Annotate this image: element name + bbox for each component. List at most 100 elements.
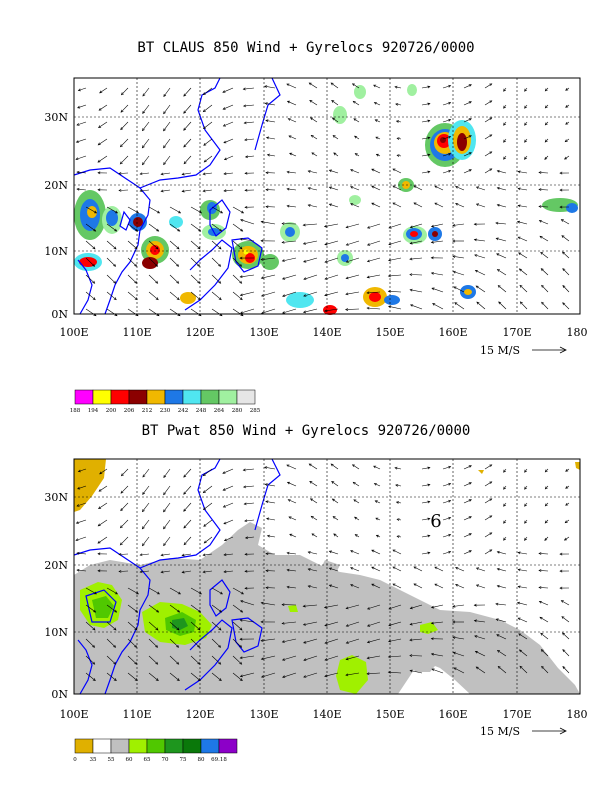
wind-vector-head [135,210,140,214]
wind-vector-head [448,169,452,173]
legend-label: 188 [70,408,81,414]
wind-vector [562,285,570,293]
wind-vector [346,604,360,609]
wind-vector-head [177,591,181,595]
wind-vector [203,570,213,573]
wind-vector [410,670,423,674]
wind-vector [484,168,492,174]
wind-vector-head [77,469,81,473]
wind-vector [223,189,234,192]
wind-vector [211,672,222,681]
panel-1-x-tick: 160E [438,326,467,339]
wind-vector [332,117,339,123]
wind-vector-head [489,100,493,104]
wind-vector [442,85,451,89]
wind-vector-head [75,140,79,143]
wind-vector [211,638,221,648]
wind-vector-head [307,585,311,588]
wind-vector [190,672,201,681]
wind-vector-head [565,502,569,506]
wind-vector-head [310,134,314,138]
wind-vector-head [239,618,243,622]
legend-swatch [200,738,220,754]
wind-vector [410,621,423,625]
wind-vector-head [240,210,245,214]
wind-vector [77,104,87,109]
panel-2-y-tick: 10N [44,626,68,639]
wind-vector [431,287,444,293]
wind-vector [376,154,381,157]
wind-vector [496,253,507,259]
wind-vector-head [183,161,187,165]
wind-vector [148,223,159,232]
wind-vector-head [524,139,527,143]
wind-vector-head [331,100,335,103]
wind-vector [163,519,171,529]
wind-vector [161,189,171,192]
wind-vector [190,587,202,595]
wind-vector [169,672,180,681]
wind-vector [518,633,528,640]
wind-vector-head [475,666,479,670]
wind-vector-head [160,553,164,557]
wind-vector-head [118,552,122,556]
wind-vector [203,189,213,192]
wind-vector-head [323,224,328,228]
wind-vector [142,155,150,165]
wind-vector [346,638,360,644]
wind-vector [97,536,108,544]
wind-vector [346,240,360,246]
wind-vector [308,170,318,174]
wind-vector [121,87,129,96]
wind-vector-head [183,144,187,148]
wind-vector-head [97,569,101,573]
wind-vector [163,502,171,512]
panel-2-y-tick: 0N [51,688,68,701]
wind-vector-head [375,534,379,538]
wind-vector-head [524,537,527,541]
wind-vector [452,223,465,226]
wind-vector [127,291,138,300]
wind-vector-head [495,618,499,622]
wind-vector-head [541,301,545,305]
wind-vector [203,485,213,493]
wind-vector-head [93,609,97,613]
wind-vector-head [540,632,544,636]
wind-vector [324,223,339,227]
wind-vector-head [409,225,413,229]
wind-vector [222,485,234,491]
wind-vector [240,308,255,314]
wind-vector [190,655,200,665]
wind-vector-head [303,658,307,661]
wind-vector-head [430,240,434,244]
wind-vector [484,134,492,140]
wind-vector-head [281,222,285,225]
wind-vector [182,553,192,556]
wind-vector-head [413,566,417,570]
wind-vector-head [538,586,542,589]
wind-vector-head [163,128,166,132]
wind-vector-head [286,100,291,104]
wind-vector-head [475,567,480,571]
panel-1-y-ticks: 30N 20N 10N 0N [44,111,68,321]
wind-vector [161,172,171,175]
wind-vector [287,101,297,106]
wind-vector-head [309,117,314,121]
wind-vector-head [516,220,521,224]
wind-vector [371,583,381,589]
wind-vector-head [544,105,548,109]
wind-vector [538,206,549,208]
wind-vector [223,570,234,573]
wind-vector-head [448,118,452,122]
wind-vector [85,587,97,595]
wind-vector [183,468,192,478]
legend-label: 242 [178,408,189,414]
wind-vector [76,502,87,507]
wind-vector [396,501,402,504]
wind-vector-head [113,280,117,284]
panel-1-x-tick: 140E [312,326,341,339]
wind-vector [267,535,276,538]
wind-vector-head [431,287,435,291]
wind-vector [223,138,234,144]
wind-vector [367,240,381,246]
